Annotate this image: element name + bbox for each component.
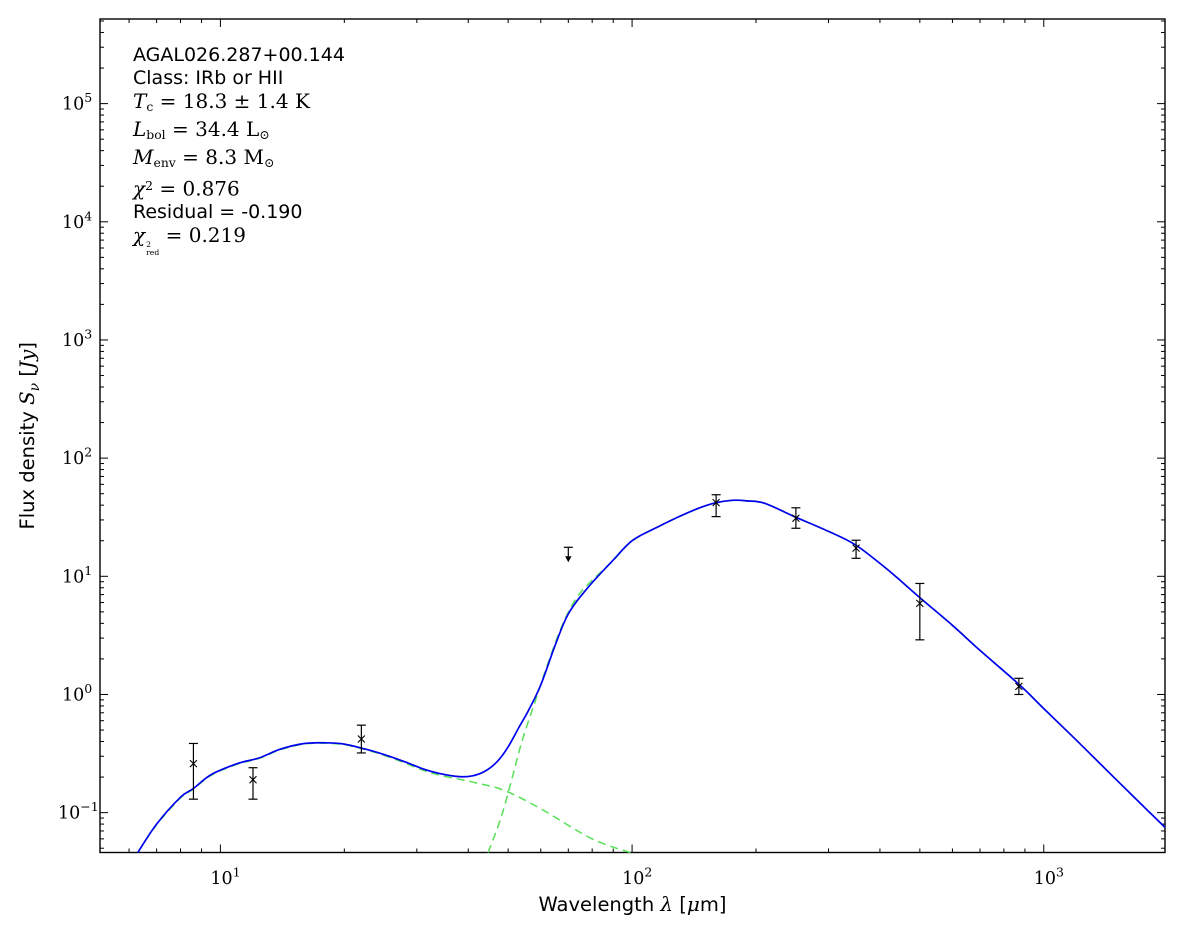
class-label: Class: IRb or HII xyxy=(133,67,284,89)
axis-ticks xyxy=(100,19,1165,853)
menv-value: = 8.3 xyxy=(175,145,244,170)
x-tick-label: 102 xyxy=(622,865,652,890)
bolometric-luminosity-line: Lbol = 34.4 L⊙ xyxy=(133,118,345,146)
chi-exponent: 2 xyxy=(145,178,154,194)
x-axis-label: Wavelength λ [μm] xyxy=(539,892,727,916)
menv-sub: env xyxy=(153,155,176,171)
tc-value: = 18.3 ± 1.4 K xyxy=(153,89,310,113)
sun-symbol: ⊙ xyxy=(263,155,275,171)
annotation-block: AGAL026.287+00.144 Class: IRb or HII Tc … xyxy=(133,44,345,257)
x-tick-label: 103 xyxy=(1034,865,1064,890)
source-name: AGAL026.287+00.144 xyxy=(133,44,345,66)
sun-symbol: ⊙ xyxy=(259,127,270,143)
tc-sub: c xyxy=(146,99,154,115)
model-total-curve xyxy=(137,499,1166,853)
chi-symbol: χ xyxy=(133,222,146,247)
lbol-value: = 34.4 xyxy=(165,117,247,142)
y-tick-label: 102 xyxy=(62,445,92,470)
lbol-symbol: L xyxy=(133,117,147,142)
menv-unit: M xyxy=(243,145,264,170)
residual-line: Residual = -0.190 xyxy=(133,200,303,223)
envelope-mass-line: Menv = 8.3 M⊙ xyxy=(133,146,345,174)
x-tick-label: 101 xyxy=(210,865,240,890)
chi2red-value: = 0.219 xyxy=(159,222,246,247)
y-tick-label: 103 xyxy=(62,326,92,351)
y-tick-label: 104 xyxy=(62,208,92,233)
chi-red-supsub: 2 red xyxy=(146,240,160,258)
cold-component-curve xyxy=(487,499,1166,853)
y-tick-label: 105 xyxy=(62,90,92,115)
dust-temperature-line: Tc = 18.3 ± 1.4 K xyxy=(133,90,345,118)
lbol-sub: bol xyxy=(146,127,166,143)
reduced-chi-squared-line: χ 2 red = 0.219 xyxy=(133,222,345,258)
data-points xyxy=(188,494,1024,800)
y-tick-label: 101 xyxy=(62,563,92,588)
chi-squared-line: χ2 = 0.876 xyxy=(133,174,345,201)
lbol-unit: L xyxy=(246,117,260,142)
y-tick-label: 10−1 xyxy=(58,799,99,824)
y-tick-label: 100 xyxy=(62,681,92,706)
chi-symbol: χ xyxy=(133,176,146,201)
menv-symbol: M xyxy=(133,145,154,170)
tc-symbol: T xyxy=(133,89,147,113)
warm-component-curve xyxy=(137,742,633,854)
chi2-value: = 0.876 xyxy=(153,176,240,201)
y-axis-label: Flux density Sν [Jy] xyxy=(15,342,43,529)
